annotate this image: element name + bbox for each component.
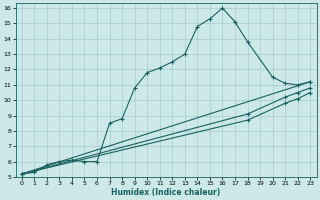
X-axis label: Humidex (Indice chaleur): Humidex (Indice chaleur)	[111, 188, 221, 197]
